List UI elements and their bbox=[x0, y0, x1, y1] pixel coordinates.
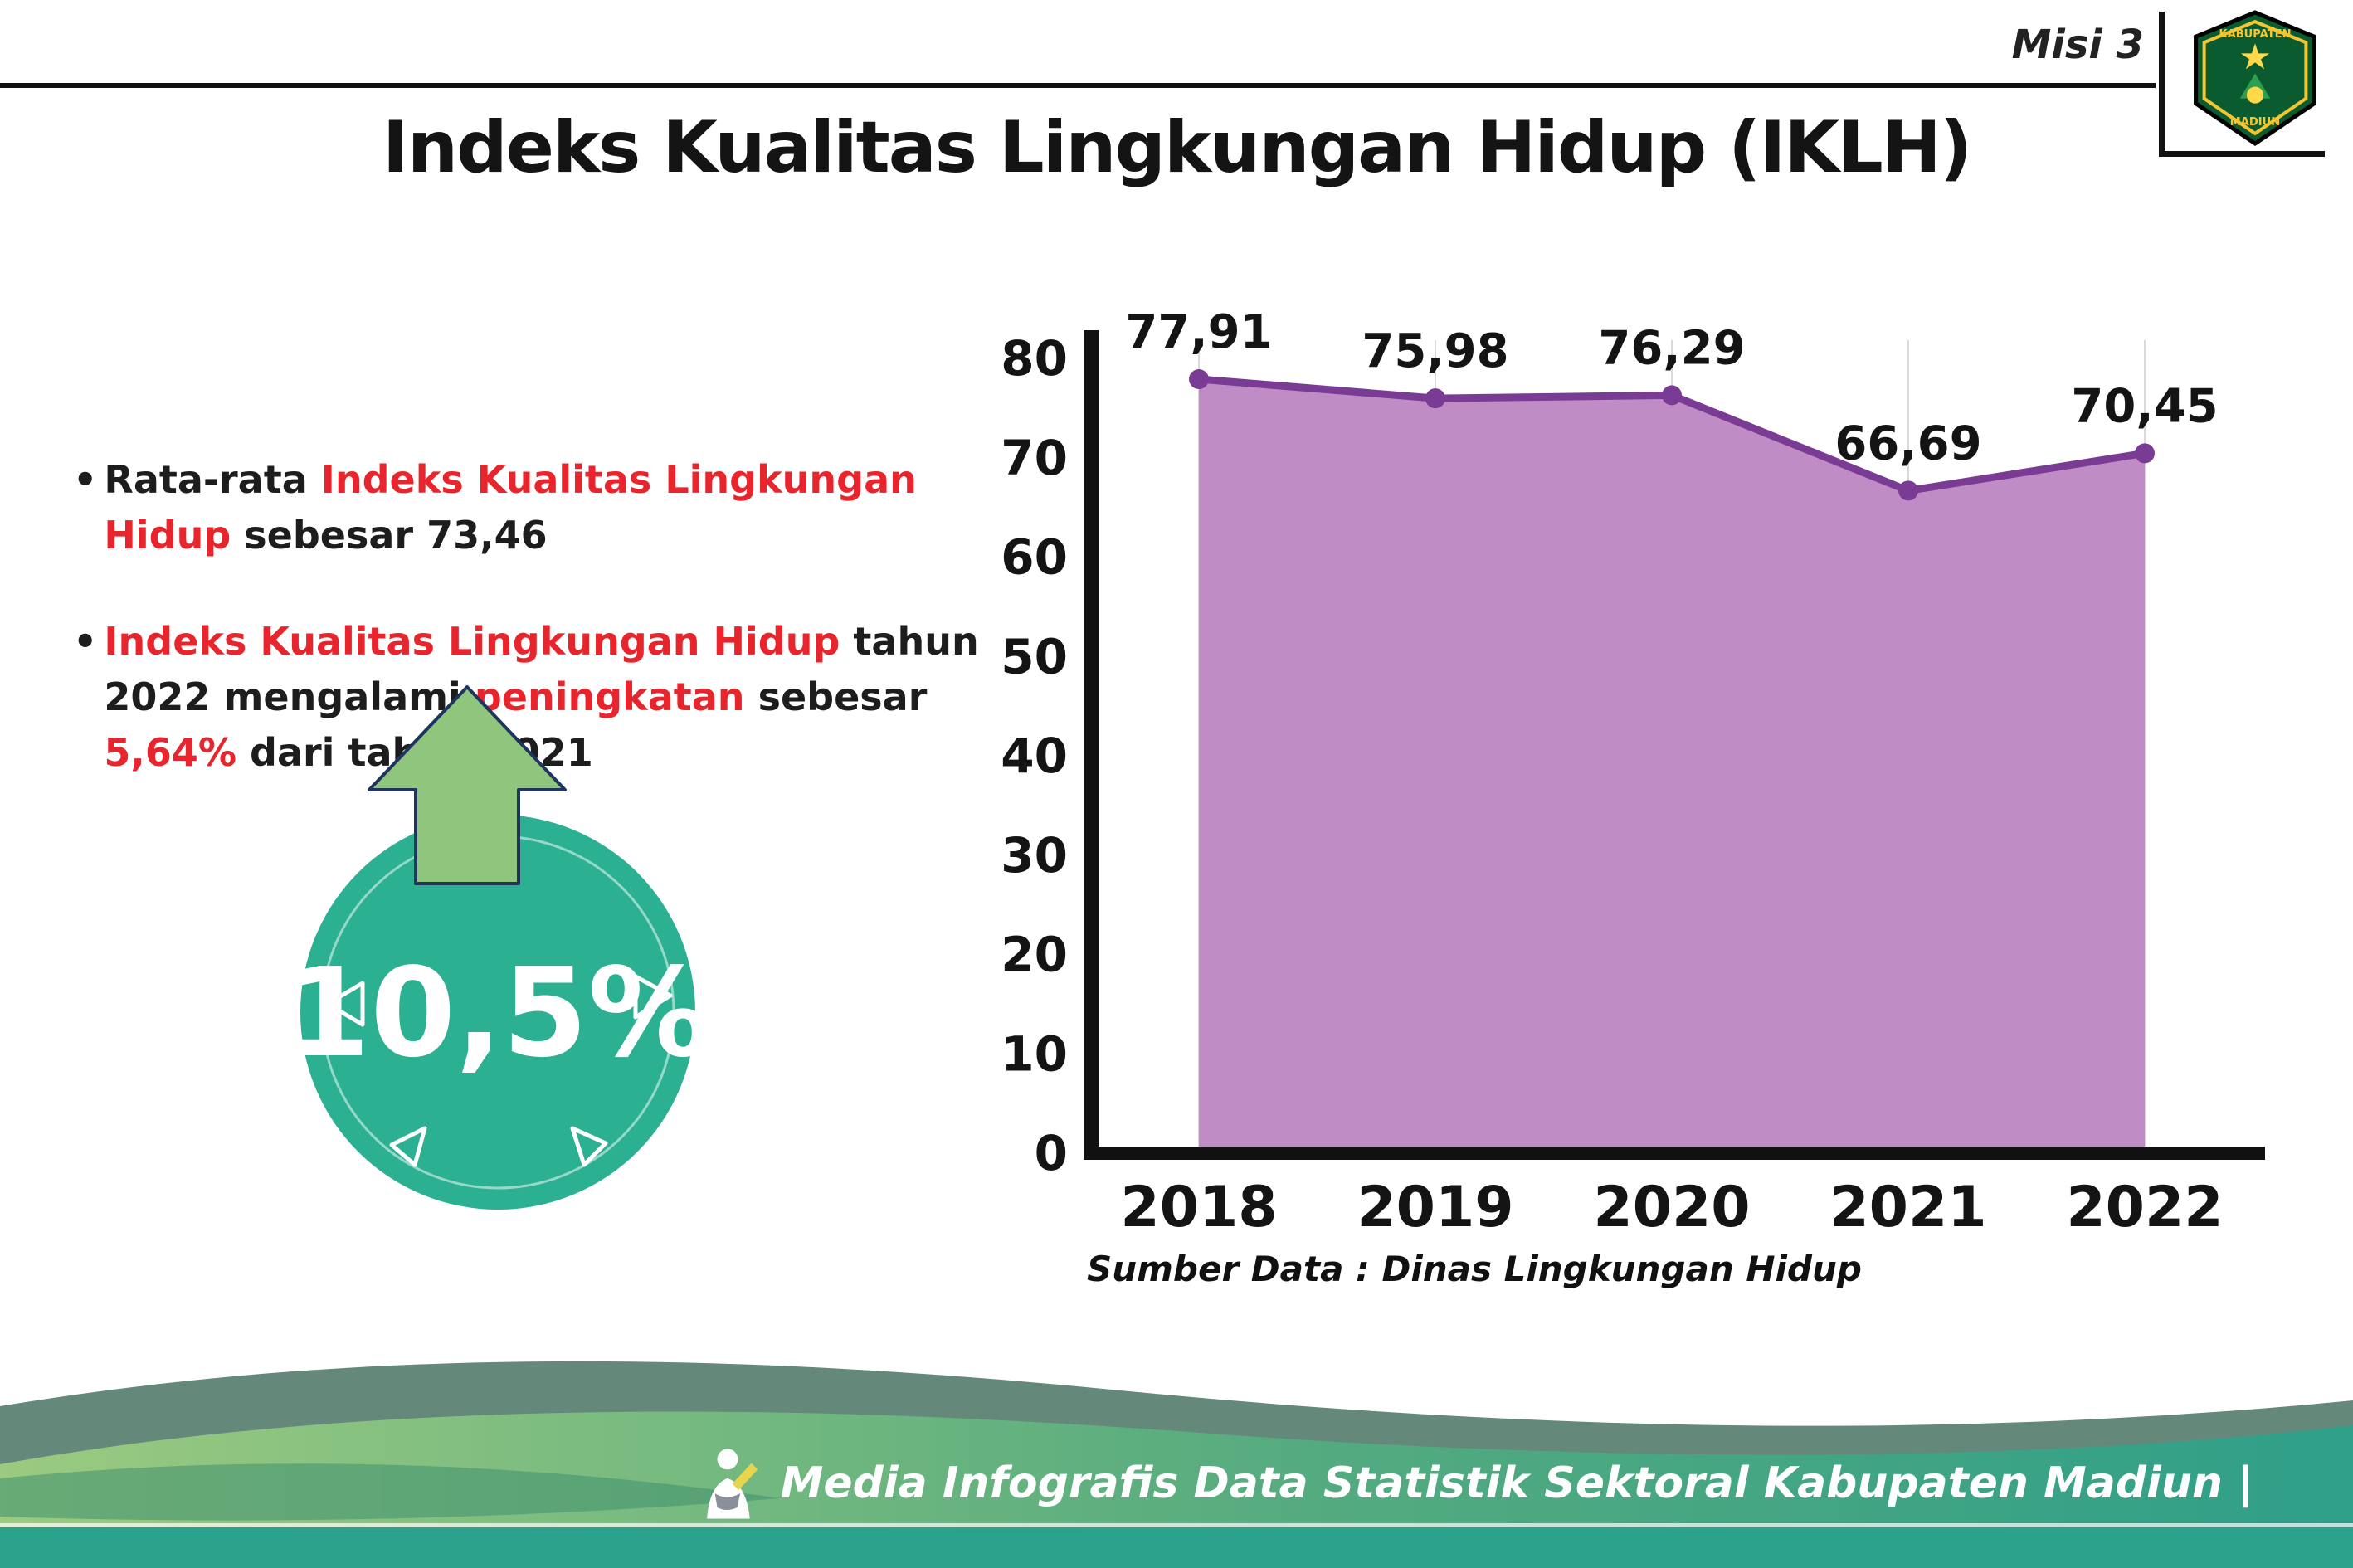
svg-text:2019: 2019 bbox=[1357, 1175, 1513, 1240]
bullet-text: Rata-rata Indeks Kualitas Lingkungan Hid… bbox=[104, 452, 1035, 562]
logo-text-top: KABUPATEN bbox=[2219, 28, 2291, 41]
footer-divider bbox=[0, 1523, 2353, 1527]
footer-wave bbox=[0, 1361, 2353, 1568]
svg-text:60: 60 bbox=[1001, 529, 1068, 586]
svg-text:70,45: 70,45 bbox=[2071, 379, 2218, 433]
deco-triangle-bottom-right bbox=[570, 1126, 608, 1167]
svg-text:50: 50 bbox=[1001, 628, 1068, 684]
svg-text:80: 80 bbox=[1001, 330, 1068, 387]
svg-text:66,69: 66,69 bbox=[1834, 416, 1981, 470]
footer-credit: Media Infografis Data Statistik Sektoral… bbox=[691, 1445, 2253, 1522]
text-segment: Indeks Kualitas Lingkungan Hidup bbox=[104, 457, 930, 558]
deco-triangle-left bbox=[325, 981, 365, 1027]
svg-text:2022: 2022 bbox=[2066, 1175, 2223, 1240]
text-segment: tahun 2022 mengalami bbox=[104, 619, 992, 720]
deco-triangle-bottom-left bbox=[389, 1126, 427, 1167]
badge-value: 10,5% bbox=[285, 942, 710, 1084]
mascot-icon bbox=[706, 1449, 758, 1519]
footer-wave-accent bbox=[0, 1463, 780, 1521]
svg-text:77,91: 77,91 bbox=[1125, 307, 1272, 359]
increase-badge-graphic: 10,5% bbox=[285, 685, 711, 1210]
page-title: Indeks Kualitas Lingkungan Hidup (IKLH) bbox=[382, 106, 1972, 189]
increase-badge: 10,5% bbox=[266, 647, 730, 1228]
svg-text:40: 40 bbox=[1001, 728, 1068, 784]
data-source-note: Sumber Data : Dinas Lingkungan Hidup bbox=[1087, 1249, 1862, 1289]
logo-bracket-horizontal bbox=[2159, 151, 2325, 157]
text-segment: Indeks Kualitas Lingkungan Hidup bbox=[104, 619, 840, 665]
logo-emblem-dot bbox=[2246, 86, 2264, 104]
text-segment: sebesar 73,46 bbox=[231, 512, 548, 558]
text-segment: Rata-rata bbox=[104, 457, 321, 502]
bullet-item-average: • Rata-rata Indeks Kualitas Lingkungan H… bbox=[73, 452, 1035, 562]
up-arrow-icon bbox=[368, 685, 567, 885]
kabupaten-madiun-crest: KABUPATEN MADIUN bbox=[2194, 10, 2316, 147]
text-segment: peningkatan bbox=[474, 674, 745, 720]
logo-text-bottom: MADIUN bbox=[2230, 116, 2280, 129]
misi-label: Misi 3 bbox=[2011, 22, 2144, 68]
svg-text:2020: 2020 bbox=[1593, 1175, 1750, 1240]
svg-text:10: 10 bbox=[1001, 1025, 1068, 1082]
text-segment: 5,64% bbox=[104, 729, 236, 775]
logo-bracket-vertical bbox=[2159, 12, 2165, 156]
header-rule bbox=[0, 83, 2156, 88]
deco-triangle-right bbox=[633, 974, 673, 1020]
svg-text:0: 0 bbox=[1035, 1125, 1068, 1181]
text-segment: sebesar bbox=[744, 674, 941, 720]
iklh-area-chart: 77,91 75,98 76,29 66,69 70,45 0 10 20 30 40 50 60 70… bbox=[954, 305, 2282, 1261]
chart-canvas: 77,91 75,98 76,29 66,69 70,45 0 10 20 30 40 50 60 70… bbox=[1001, 305, 2265, 1240]
footer-bottom-bar bbox=[0, 1527, 2353, 1568]
svg-text:30: 30 bbox=[1001, 827, 1068, 884]
svg-text:70: 70 bbox=[1001, 430, 1068, 486]
badge-circle bbox=[300, 815, 695, 1210]
footer-credit-text: Media Infografis Data Statistik Sektoral… bbox=[780, 1458, 2253, 1508]
svg-text:76,29: 76,29 bbox=[1598, 321, 1745, 375]
bullet-marker: • bbox=[73, 619, 98, 665]
star-icon bbox=[2240, 43, 2270, 70]
bullet-marker: • bbox=[73, 457, 98, 502]
svg-text:75,98: 75,98 bbox=[1362, 324, 1508, 378]
svg-text:2021: 2021 bbox=[1829, 1175, 1986, 1240]
svg-text:2018: 2018 bbox=[1120, 1175, 1277, 1240]
svg-text:20: 20 bbox=[1001, 927, 1068, 983]
